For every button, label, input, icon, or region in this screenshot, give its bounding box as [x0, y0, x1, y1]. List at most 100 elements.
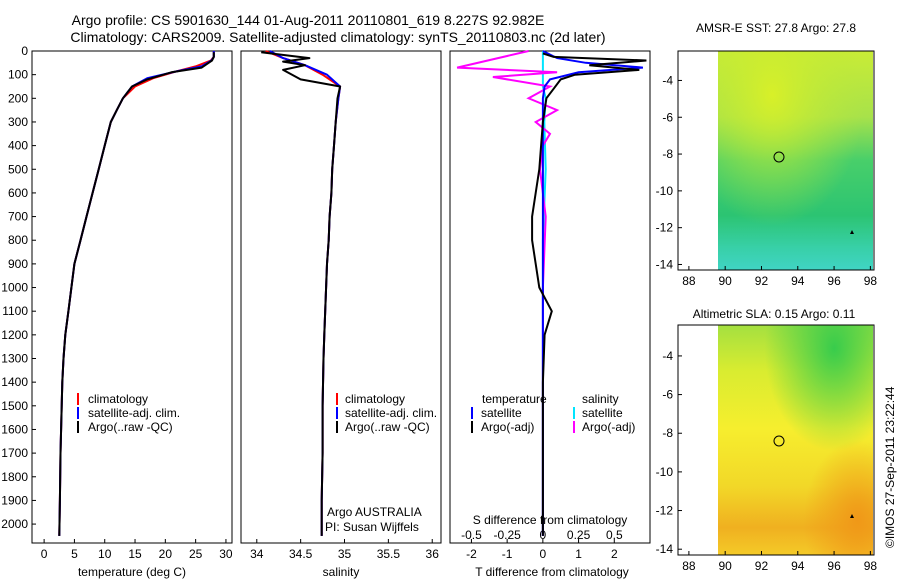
- sst-map-lon-tick-label: 94: [791, 274, 805, 288]
- sla-map-high-patch: [718, 325, 873, 555]
- salinity-tick-label: 35.5: [377, 547, 401, 561]
- t-difference-series-argo: [531, 52, 647, 536]
- figure-title-line2: Climatology: CARS2009. Satellite-adjuste…: [70, 29, 605, 45]
- sst-map-lat-tick-label: -10: [656, 184, 674, 198]
- temperature-x-axis: 0 5 10 15 20 25 30: [41, 539, 233, 561]
- salinity-tick-label: 34: [250, 547, 264, 561]
- temperature-series-climatology: [58, 51, 215, 536]
- depth-axis: 0 100 200 300 400 500 600 700 800 900 1000 1100 1200…: [1, 44, 36, 531]
- depth-tick-label: 1700: [1, 446, 28, 460]
- sla-map-lon-tick-label: 88: [682, 559, 696, 573]
- sst-map-lon-tick-label: 96: [827, 274, 841, 288]
- sst-map-lat-tick-label: -14: [656, 257, 674, 271]
- salinity-x-axis: 34 34.5 35 35.5 36: [250, 539, 439, 561]
- t-difference-tick-label: 1: [575, 547, 582, 561]
- sla-argo-location-marker: [773, 435, 785, 447]
- sla-map-lon-tick-label: 92: [755, 559, 769, 573]
- temperature-panel-frame: [31, 50, 233, 544]
- sla-map-lat-tick-label: -6: [662, 388, 673, 402]
- temperature-legend: climatology satellite-adj. clim. Argo(..…: [77, 392, 180, 434]
- temperature-profiles: [58, 51, 215, 536]
- legend-heading-salinity: salinity: [582, 392, 619, 406]
- sst-small-marker-icon: [850, 230, 854, 234]
- salinity-tick-label: 36: [426, 547, 440, 561]
- difference-panel-frame: [449, 50, 651, 544]
- t-difference-tick-label: -2: [466, 547, 477, 561]
- depth-tick-label: 400: [8, 139, 28, 153]
- s-difference-tick-label: 0.5: [606, 528, 623, 542]
- depth-tick-label: 700: [8, 210, 28, 224]
- depth-tick-label: 600: [8, 186, 28, 200]
- sla-map-lat-tick-label: -10: [656, 465, 674, 479]
- sla-small-marker-icon: [850, 514, 854, 518]
- depth-tick-label: 1000: [1, 281, 28, 295]
- depth-tick-label: 800: [8, 233, 28, 247]
- sst-map-warm-patch: [718, 51, 873, 270]
- temperature-tick-label: 30: [219, 547, 233, 561]
- salinity-series-climatology: [265, 50, 342, 536]
- temperature-series-satellite-adj-clim: [58, 51, 215, 536]
- salinity-series-argo-raw-qc: [261, 51, 342, 536]
- temperature-series-argo-raw-qc: [58, 52, 215, 536]
- sla-map-frame: [677, 324, 875, 556]
- t-difference-axis-label: T difference from climatology: [475, 565, 629, 579]
- salinity-axis-label: salinity: [323, 565, 360, 579]
- legend-label-t-argo: Argo(-adj): [481, 420, 534, 434]
- sst-map-lon-tick-label: 98: [864, 274, 878, 288]
- temperature-tick-label: 20: [159, 547, 173, 561]
- legend-label-argo: Argo(..raw -QC): [345, 420, 430, 434]
- sst-map-lon-tick-label: 92: [755, 274, 769, 288]
- legend-heading-temperature: temperature: [482, 392, 547, 406]
- depth-tick-label: 1300: [1, 352, 28, 366]
- s-difference-tick-label: -0.25: [493, 528, 521, 542]
- depth-tick-label: 100: [8, 68, 28, 82]
- sla-map-lat-tick-label: -4: [662, 349, 673, 363]
- depth-tick-label: 1100: [2, 304, 28, 318]
- sla-map-lat-tick-label: -14: [656, 542, 674, 556]
- depth-tick-label: 300: [8, 115, 28, 129]
- depth-tick-label: 900: [8, 257, 28, 271]
- sst-map-lat-tick-label: -12: [656, 221, 674, 235]
- float-pi-annotation: PI: Susan Wijffels: [325, 520, 419, 534]
- legend-label-s-argo: Argo(-adj): [582, 420, 635, 434]
- sla-map-lat-axis: -4 -6 -8 -10 -12 -14: [656, 349, 682, 556]
- sst-map-lat-tick-label: -6: [662, 110, 673, 124]
- t-difference-x-axis: -2 -1 0 1 2: [466, 539, 618, 561]
- legend-label-satellite: satellite-adj. clim.: [345, 406, 437, 420]
- temperature-tick-label: 0: [41, 547, 48, 561]
- sst-argo-location-marker: [773, 151, 785, 163]
- sst-map-lat-tick-label: -8: [662, 147, 673, 161]
- depth-tick-label: 1400: [1, 375, 28, 389]
- s-difference-tick-label: 0.25: [567, 528, 591, 542]
- t-difference-tick-label: -1: [502, 547, 513, 561]
- salinity-panel-frame: [240, 50, 442, 544]
- sst-map-lat-axis: -4 -6 -8 -10 -12 -14: [656, 73, 682, 271]
- difference-profiles: [456, 50, 647, 536]
- imos-timestamp: ©IMOS 27-Sep-2011 23:22:44: [883, 386, 897, 548]
- sla-map-lon-axis: 88 90 92 94 96 98: [682, 551, 877, 573]
- sst-map-lon-axis: 88 90 92 94 96 98: [682, 266, 877, 288]
- sla-map-lon-tick-label: 90: [719, 559, 733, 573]
- salinity-tick-label: 34.5: [289, 547, 313, 561]
- depth-tick-label: 0: [21, 44, 28, 58]
- sla-map-lon-tick-label: 98: [864, 559, 878, 573]
- temperature-tick-label: 25: [189, 547, 203, 561]
- legend-label-t-satellite: satellite: [481, 406, 522, 420]
- t-difference-tick-label: 2: [611, 547, 618, 561]
- sla-map-lat-tick-label: -12: [656, 504, 674, 518]
- depth-tick-label: 2000: [1, 517, 28, 531]
- depth-tick-label: 200: [8, 91, 28, 105]
- legend-label-satellite: satellite-adj. clim.: [88, 406, 180, 420]
- legend-label-climatology: climatology: [88, 392, 148, 406]
- depth-tick-label: 1800: [1, 470, 28, 484]
- t-difference-tick-label: 0: [540, 547, 547, 561]
- temperature-axis-label: temperature (deg C): [78, 565, 186, 579]
- sst-map-lon-tick-label: 90: [719, 274, 733, 288]
- difference-legend: temperature salinity satellite Argo(-adj…: [471, 392, 635, 434]
- sst-map-lon-tick-label: 88: [682, 274, 696, 288]
- figure-title-line1: Argo profile: CS 5901630_144 01-Aug-2011…: [72, 12, 545, 28]
- float-owner-annotation: Argo AUSTRALIA: [327, 505, 422, 519]
- sst-map-lat-tick-label: -4: [662, 73, 673, 87]
- depth-tick-label: 1200: [1, 328, 28, 342]
